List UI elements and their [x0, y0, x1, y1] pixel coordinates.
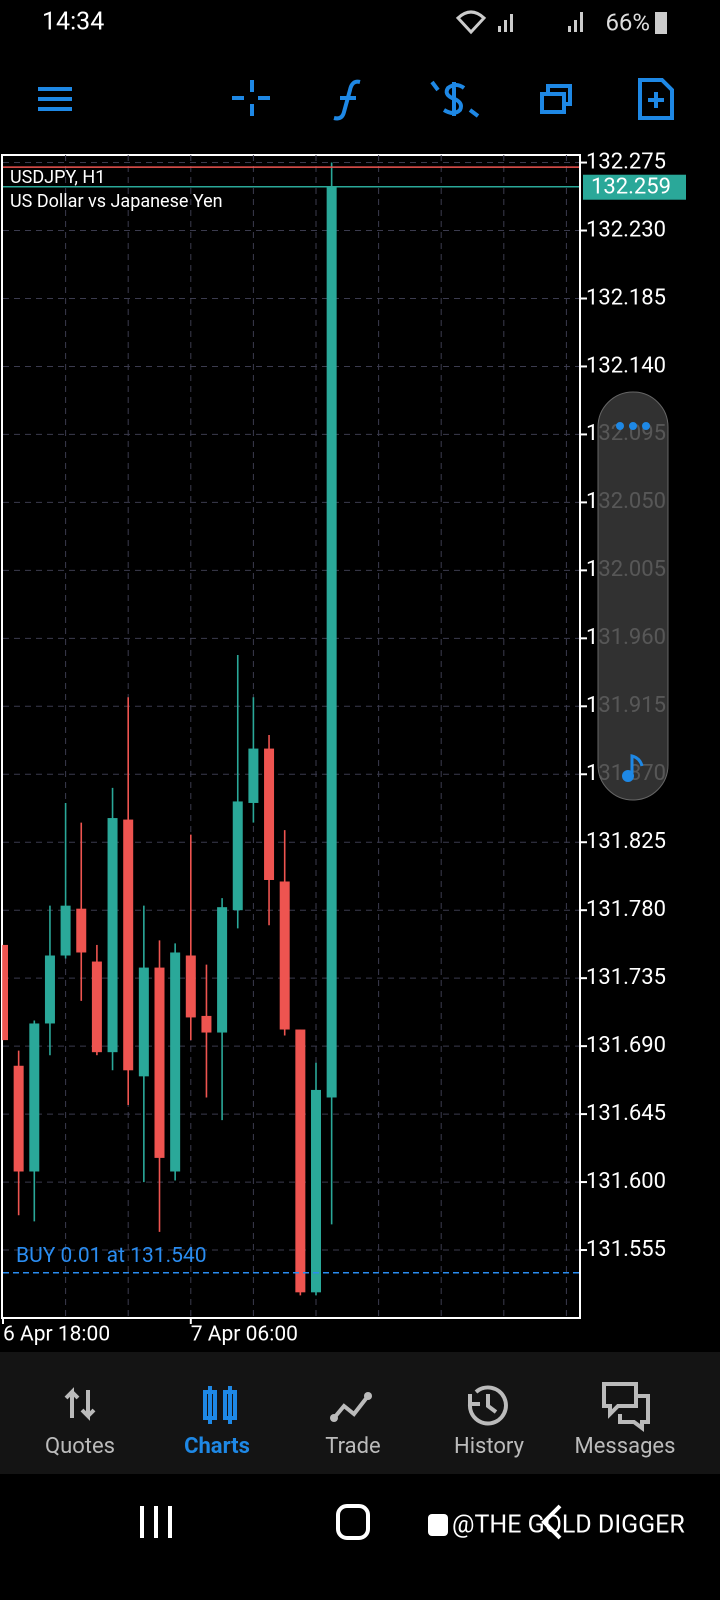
y-tick-label: 131.600: [586, 1169, 666, 1194]
candle-body: [91, 961, 102, 1053]
candle-body: [311, 1089, 321, 1293]
signal-icons: [455, 10, 583, 35]
candle-body: [185, 955, 196, 1018]
candle-body: [326, 186, 337, 1098]
back-button[interactable]: [541, 1504, 562, 1540]
y-tick-label: 131.555: [586, 1237, 666, 1262]
home-button[interactable]: [336, 1504, 370, 1540]
toolbar: [38, 78, 674, 121]
y-tick-label: 132.140: [586, 353, 666, 378]
candle-body: [3, 944, 8, 1041]
candle-body: [232, 801, 243, 911]
clock: 14:34: [42, 8, 104, 37]
y-tick-label: 132.275: [586, 149, 666, 174]
nav-tab[interactable]: Trade: [325, 1434, 380, 1459]
menu-button[interactable]: [38, 87, 72, 111]
windows-button[interactable]: [540, 84, 572, 114]
y-tick-label: 131.690: [586, 1033, 666, 1058]
battery-icon: [655, 12, 667, 34]
bid-label: 132.259: [591, 175, 671, 200]
chart: 132.275132.230132.185132.140132.095132.0…: [2, 149, 686, 1347]
symbol: USDJPY, H1: [10, 167, 105, 188]
facebook-icon: [428, 1514, 448, 1536]
x-tick-label: 7 Apr 06:00: [191, 1323, 298, 1347]
trade-button[interactable]: [430, 80, 480, 118]
candle-body: [60, 905, 71, 956]
zoom-icons: [616, 422, 650, 782]
candle-body: [13, 1065, 24, 1172]
y-tick-label: 131.645: [586, 1101, 666, 1126]
symbol-description: US Dollar vs Japanese Yen: [10, 191, 223, 212]
new-order-button[interactable]: [638, 78, 674, 120]
battery-level: 66%: [605, 8, 650, 36]
candle-body: [217, 907, 228, 1033]
candle-body: [107, 818, 118, 1053]
y-tick-label: 131.735: [586, 965, 666, 990]
nav-tab[interactable]: Quotes: [45, 1434, 115, 1459]
candle-body: [279, 881, 290, 1030]
nav-tab[interactable]: Messages: [575, 1434, 676, 1459]
candle-body: [295, 1029, 306, 1293]
candle-body: [248, 748, 259, 803]
candle-body: [29, 1023, 40, 1172]
nav-tab[interactable]: Charts: [184, 1434, 250, 1459]
order-label: BUY 0.01 at 131.540: [16, 1244, 207, 1268]
bid-label-box: [583, 174, 686, 200]
y-tick-label: 131.780: [586, 897, 666, 922]
zoom-panel[interactable]: [597, 391, 669, 801]
recents-button[interactable]: [140, 1506, 172, 1538]
candle-body: [264, 748, 275, 880]
y-tick-label: 132.185: [586, 285, 666, 310]
watermark: @THE GOLD DIGGER: [452, 1511, 685, 1540]
candle-body: [170, 952, 181, 1172]
candle-body: [44, 955, 55, 1024]
y-tick-label: 132.230: [586, 217, 666, 242]
chart-frame: [1, 154, 581, 1319]
x-tick-label: 6 Apr 18:00: [3, 1323, 110, 1347]
indicators-button[interactable]: [333, 79, 361, 121]
candle-body: [154, 967, 165, 1158]
system-nav: [140, 1504, 562, 1540]
candle-body: [138, 967, 149, 1077]
nav-icons: [64, 1382, 650, 1432]
candle-body: [201, 1015, 212, 1033]
candle-body: [123, 819, 134, 1071]
y-tick-label: 131.825: [586, 829, 666, 854]
crosshair-button[interactable]: [232, 80, 270, 116]
candle-body: [76, 908, 87, 953]
nav-tab[interactable]: History: [454, 1434, 525, 1459]
bottom-nav: [0, 1352, 720, 1474]
